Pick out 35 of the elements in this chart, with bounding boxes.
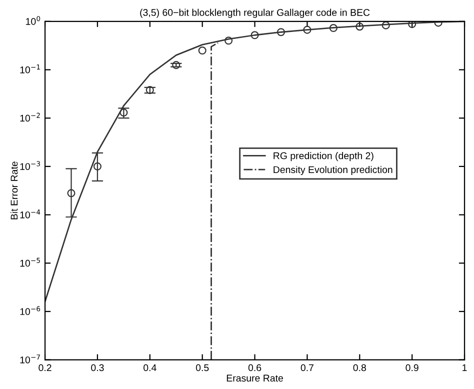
y-tick-label: 10$^{−3}$ bbox=[20, 161, 40, 170]
y-tick-label: 10$^{−1}$ bbox=[20, 64, 40, 74]
x-tick-label: 0.4 bbox=[144, 364, 156, 372]
point bbox=[250, 31, 259, 40]
point bbox=[93, 162, 102, 170]
y-tick-label: 10$^{−4}$ bbox=[20, 210, 40, 218]
x-tick-label: 0.2 bbox=[38, 364, 52, 372]
point bbox=[408, 21, 416, 28]
point bbox=[224, 36, 233, 45]
y-axis-title: Bit Error Rate bbox=[10, 162, 18, 220]
legend-label: Density Evolution prediction bbox=[274, 166, 392, 176]
point bbox=[382, 21, 390, 30]
y-tick-label: 10$^{−5}$ bbox=[20, 258, 40, 267]
x-tick-label: 0.6 bbox=[248, 364, 262, 372]
point bbox=[303, 26, 312, 34]
point bbox=[146, 86, 154, 94]
point bbox=[329, 24, 338, 32]
y-tick-label: 10$^{−2}$ bbox=[20, 112, 40, 122]
point bbox=[198, 46, 206, 55]
point bbox=[67, 189, 76, 198]
x-axis-title: Erasure Rate bbox=[226, 374, 283, 382]
x-tick-label: 1 bbox=[462, 364, 467, 372]
y-tick-label: 10$^{−7}$ bbox=[20, 354, 40, 364]
x-tick-label: 0.8 bbox=[353, 364, 366, 372]
x-tick-label: 0.7 bbox=[300, 364, 314, 372]
x-tick-label: 0.9 bbox=[406, 364, 418, 372]
x-tick-label: 0.5 bbox=[196, 364, 209, 372]
legend-label: RG prediction (depth 2) bbox=[274, 152, 374, 162]
point bbox=[276, 28, 286, 36]
point bbox=[172, 61, 180, 70]
chart-title: (3,5) 60−bit blocklength regular Gallager code in BEC bbox=[140, 8, 370, 18]
y-tick-label: 10$^{−6}$ bbox=[20, 306, 40, 316]
point bbox=[356, 22, 364, 31]
x-tick-label: 0.3 bbox=[91, 364, 104, 372]
y-tick-label: 10$^{0}$ bbox=[26, 16, 40, 25]
